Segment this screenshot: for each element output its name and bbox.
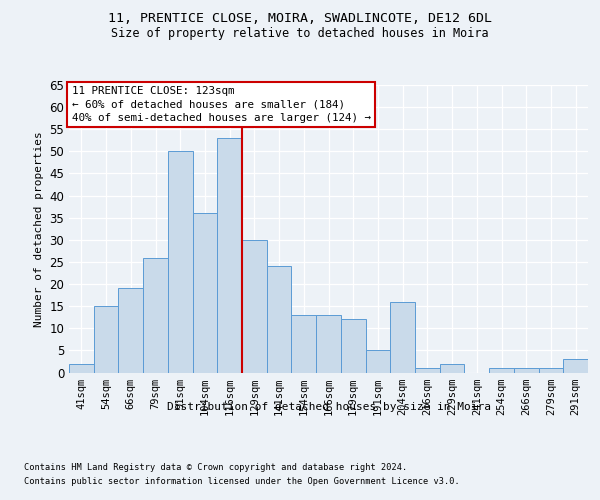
- Y-axis label: Number of detached properties: Number of detached properties: [34, 131, 44, 326]
- Bar: [341, 320, 365, 372]
- Text: Contains public sector information licensed under the Open Government Licence v3: Contains public sector information licen…: [24, 478, 460, 486]
- Bar: [489, 368, 514, 372]
- Bar: [415, 368, 440, 372]
- Text: 11, PRENTICE CLOSE, MOIRA, SWADLINCOTE, DE12 6DL: 11, PRENTICE CLOSE, MOIRA, SWADLINCOTE, …: [108, 12, 492, 26]
- Text: 11 PRENTICE CLOSE: 123sqm
← 60% of detached houses are smaller (184)
40% of semi: 11 PRENTICE CLOSE: 123sqm ← 60% of detac…: [71, 86, 371, 123]
- Text: Contains HM Land Registry data © Crown copyright and database right 2024.: Contains HM Land Registry data © Crown c…: [24, 462, 407, 471]
- Text: Distribution of detached houses by size in Moira: Distribution of detached houses by size …: [167, 402, 491, 412]
- Bar: [143, 258, 168, 372]
- Bar: [168, 152, 193, 372]
- Text: Size of property relative to detached houses in Moira: Size of property relative to detached ho…: [111, 28, 489, 40]
- Bar: [242, 240, 267, 372]
- Bar: [365, 350, 390, 372]
- Bar: [563, 359, 588, 372]
- Bar: [217, 138, 242, 372]
- Bar: [193, 214, 217, 372]
- Bar: [118, 288, 143, 372]
- Bar: [539, 368, 563, 372]
- Bar: [292, 315, 316, 372]
- Bar: [69, 364, 94, 372]
- Bar: [390, 302, 415, 372]
- Bar: [94, 306, 118, 372]
- Bar: [514, 368, 539, 372]
- Bar: [316, 315, 341, 372]
- Bar: [440, 364, 464, 372]
- Bar: [267, 266, 292, 372]
